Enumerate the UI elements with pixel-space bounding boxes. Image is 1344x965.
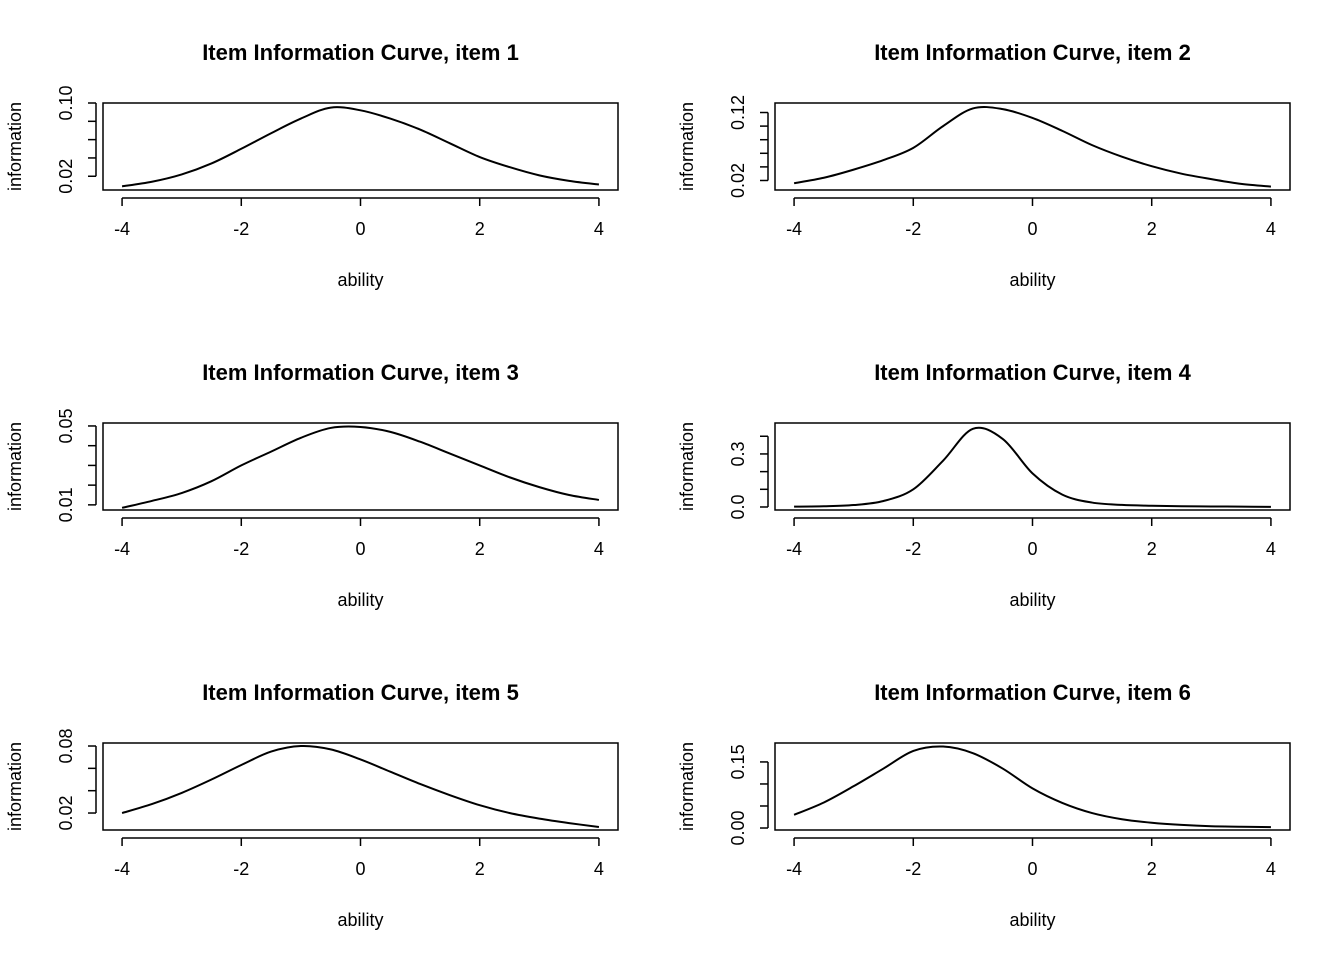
y-axis-label: information	[677, 742, 697, 831]
x-tick-label: -2	[905, 219, 921, 239]
x-tick-label: 4	[1266, 539, 1276, 559]
y-axis-label: information	[677, 102, 697, 191]
panel: Item Information Curve, item 5 ability inf…	[5, 680, 619, 930]
x-tick-label: 4	[594, 859, 604, 879]
y-tick-label: 0.01	[56, 487, 76, 522]
x-axis-label: ability	[337, 910, 383, 930]
x-tick-label: 2	[1147, 219, 1157, 239]
x-tick-label: 4	[1266, 859, 1276, 879]
plot-box	[102, 102, 619, 191]
chart-title: Item Information Curve, item 4	[874, 360, 1191, 385]
information-curve	[121, 744, 600, 828]
chart-title: Item Information Curve, item 6	[874, 680, 1191, 705]
y-tick-label: 0.02	[56, 159, 76, 194]
plot-box	[774, 422, 1291, 511]
chart-title: Item Information Curve, item 5	[202, 680, 519, 705]
plot-box	[102, 742, 619, 831]
x-tick-label: -2	[233, 219, 249, 239]
x-axis-label: ability	[1009, 270, 1055, 290]
chart-title: Item Information Curve, item 1	[202, 40, 519, 65]
y-tick-label: 0.00	[728, 810, 748, 845]
x-tick-label: 2	[475, 859, 485, 879]
information-curve	[121, 106, 600, 188]
y-tick-label: 0.0	[728, 494, 748, 519]
information-curve	[793, 105, 1272, 188]
x-tick-label: 2	[475, 539, 485, 559]
x-tick-label: 0	[1027, 539, 1037, 559]
y-tick-label: 0.12	[728, 95, 748, 130]
x-tick-label: 4	[594, 539, 604, 559]
y-tick-label: 0.02	[56, 796, 76, 831]
panel: Item Information Curve, item 1 ability inf…	[5, 40, 619, 290]
y-axis-label: information	[5, 102, 25, 191]
information-curve	[794, 426, 1271, 508]
x-tick-label: -2	[905, 539, 921, 559]
x-tick-label: -4	[114, 859, 130, 879]
y-tick-label: 0.05	[56, 408, 76, 443]
panel: Item Information Curve, item 4 ability inf…	[677, 360, 1291, 610]
y-tick-label: 0.08	[56, 728, 76, 763]
y-axis-label: information	[677, 422, 697, 511]
chart-title: Item Information Curve, item 3	[202, 360, 519, 385]
x-tick-label: 0	[1027, 859, 1037, 879]
plot-box	[774, 102, 1291, 191]
information-curve	[121, 425, 600, 509]
x-axis-label: ability	[337, 270, 383, 290]
y-tick-label: 0.10	[56, 85, 76, 120]
x-tick-label: -2	[233, 539, 249, 559]
x-tick-label: 0	[355, 539, 365, 559]
x-tick-label: -4	[786, 219, 802, 239]
plot-box	[102, 422, 619, 511]
panel: Item Information Curve, item 3 ability inf…	[5, 360, 619, 610]
y-tick-label: 0.02	[728, 163, 748, 198]
x-tick-label: 0	[1027, 219, 1037, 239]
y-tick-label: 0.3	[728, 441, 748, 466]
y-axis-label: information	[5, 422, 25, 511]
x-tick-label: -2	[905, 859, 921, 879]
panel: Item Information Curve, item 2 ability inf…	[677, 40, 1291, 290]
x-axis-label: ability	[1009, 590, 1055, 610]
x-tick-label: -4	[786, 539, 802, 559]
x-tick-label: 4	[594, 219, 604, 239]
panel: Item Information Curve, item 6 ability inf…	[677, 680, 1291, 930]
y-tick-label: 0.15	[728, 744, 748, 779]
x-tick-label: 4	[1266, 219, 1276, 239]
x-tick-label: -4	[114, 219, 130, 239]
x-tick-label: -4	[786, 859, 802, 879]
plot-box	[774, 742, 1291, 831]
x-tick-label: -2	[233, 859, 249, 879]
x-tick-label: 0	[355, 859, 365, 879]
y-axis-label: information	[5, 742, 25, 831]
information-curve	[793, 745, 1271, 829]
x-tick-label: 2	[475, 219, 485, 239]
x-tick-label: 0	[355, 219, 365, 239]
x-tick-label: 2	[1147, 859, 1157, 879]
x-tick-label: -4	[114, 539, 130, 559]
x-axis-label: ability	[337, 590, 383, 610]
x-axis-label: ability	[1009, 910, 1055, 930]
x-tick-label: 2	[1147, 539, 1157, 559]
chart-title: Item Information Curve, item 2	[874, 40, 1191, 65]
